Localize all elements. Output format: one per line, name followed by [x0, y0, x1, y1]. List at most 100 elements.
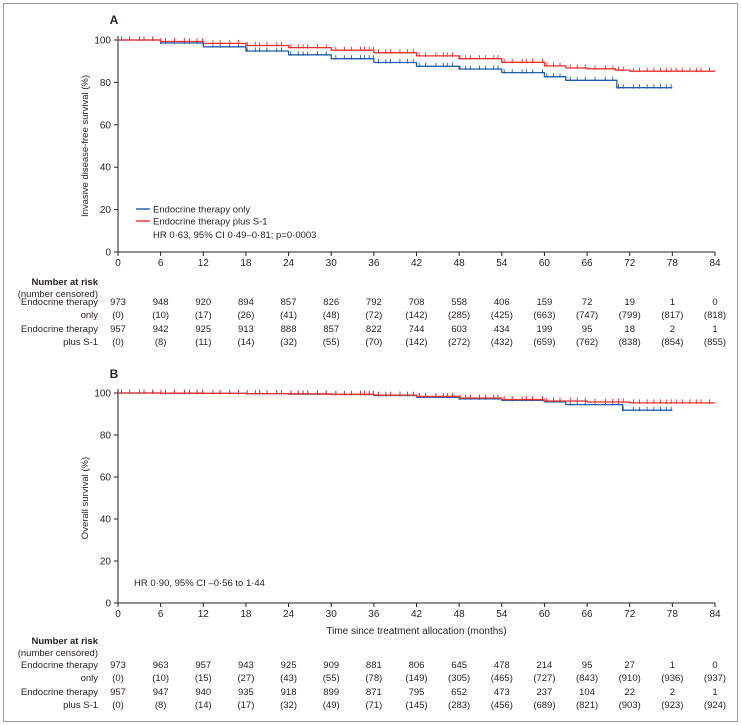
curve-endocrine-plus-s1	[118, 39, 715, 72]
censored-count: (27)	[237, 673, 254, 684]
legend-label: Endocrine therapy plus S-1	[153, 217, 268, 228]
censored-count: (937)	[704, 673, 726, 684]
censored-count: (818)	[704, 310, 726, 321]
risk-count: 826	[323, 297, 339, 308]
x-tick-label: 36	[368, 609, 380, 620]
risk-count: 406	[494, 297, 510, 308]
censored-count: (283)	[448, 700, 470, 711]
y-tick-label: 0	[105, 248, 111, 259]
risk-count: 744	[409, 324, 425, 335]
x-tick-label: 66	[582, 258, 594, 269]
curve-endocrine-plus-s1	[118, 392, 715, 404]
y-tick-label: 40	[100, 163, 112, 174]
x-tick-label: 36	[368, 258, 380, 269]
x-tick-label: 54	[496, 609, 508, 620]
risk-count: 72	[582, 297, 593, 308]
x-axis-label: Time since treatment allocation (months)	[326, 626, 506, 637]
x-tick-label: 6	[158, 609, 164, 620]
risk-count: 708	[409, 297, 425, 308]
risk-count: 899	[323, 687, 339, 698]
y-tick-label: 80	[100, 78, 112, 89]
risk-count: 909	[323, 660, 339, 671]
x-tick-label: 48	[454, 258, 466, 269]
x-tick-label: 30	[326, 609, 338, 620]
risk-count: 871	[366, 687, 382, 698]
x-tick-label: 18	[240, 609, 252, 620]
curve-endocrine-only	[118, 39, 673, 89]
risk-count: 913	[238, 324, 254, 335]
risk-count: 0	[712, 297, 717, 308]
x-tick-label: 60	[539, 609, 551, 620]
censored-count: (425)	[491, 310, 513, 321]
x-tick-label: 72	[624, 609, 636, 620]
x-tick-label: 24	[283, 609, 295, 620]
x-tick-label: 84	[709, 258, 721, 269]
y-tick-label: 40	[100, 515, 112, 526]
risk-count: 645	[451, 660, 467, 671]
censored-count: (799)	[619, 310, 641, 321]
censored-count: (465)	[491, 673, 513, 684]
risk-count: 973	[110, 297, 126, 308]
censored-count: (32)	[280, 700, 297, 711]
risk-count: 822	[366, 324, 382, 335]
x-tick-label: 54	[496, 258, 508, 269]
risk-count: 888	[281, 324, 297, 335]
y-tick-label: 80	[100, 431, 112, 442]
risk-count: 214	[536, 660, 552, 671]
risk-row-label: only	[81, 673, 99, 684]
x-tick-label: 12	[198, 609, 210, 620]
x-tick-label: 78	[667, 609, 679, 620]
risk-count: 478	[494, 660, 510, 671]
censored-count: (17)	[237, 700, 254, 711]
risk-count: 920	[195, 297, 211, 308]
risk-count: 1	[670, 660, 675, 671]
censored-count: (854)	[661, 337, 683, 348]
censored-count: (70)	[365, 337, 382, 348]
censored-count: (936)	[661, 673, 683, 684]
x-tick-label: 0	[115, 609, 121, 620]
censored-count: (923)	[661, 700, 683, 711]
censored-count: (14)	[195, 700, 212, 711]
risk-count: 947	[153, 687, 169, 698]
risk-row-label: Endocrine therapy	[21, 687, 98, 698]
panel-label: A	[110, 13, 119, 27]
y-tick-label: 60	[100, 120, 112, 131]
x-tick-label: 78	[667, 258, 679, 269]
x-tick-label: 30	[326, 258, 338, 269]
x-tick-label: 60	[539, 258, 551, 269]
x-tick-label: 0	[115, 258, 121, 269]
risk-table-header: Number at risk	[31, 277, 98, 288]
censored-count: (8)	[155, 337, 167, 348]
risk-count: 957	[110, 324, 126, 335]
y-tick-label: 20	[100, 205, 112, 216]
censored-count: (817)	[661, 310, 683, 321]
y-tick-label: 100	[94, 36, 111, 47]
censored-count: (145)	[405, 700, 427, 711]
censored-count: (924)	[704, 700, 726, 711]
censored-count: (41)	[280, 310, 297, 321]
censored-count: (32)	[280, 337, 297, 348]
censored-count: (456)	[491, 700, 513, 711]
censored-count: (142)	[405, 310, 427, 321]
censored-count: (49)	[323, 700, 340, 711]
risk-row-label: Endocrine therapy	[21, 324, 98, 335]
risk-count: 918	[281, 687, 297, 698]
panel-label: B	[110, 367, 119, 381]
risk-count: 948	[153, 297, 169, 308]
censored-count: (11)	[195, 337, 211, 348]
censored-count: (0)	[112, 310, 124, 321]
risk-count: 1	[712, 687, 717, 698]
risk-count: 199	[536, 324, 552, 335]
censored-count: (838)	[619, 337, 641, 348]
x-tick-label: 24	[283, 258, 295, 269]
risk-count: 558	[451, 297, 467, 308]
risk-row-label: plus S-1	[63, 337, 98, 348]
risk-count: 22	[624, 687, 635, 698]
censored-count: (689)	[533, 700, 555, 711]
risk-count: 973	[110, 660, 126, 671]
risk-count: 2	[670, 687, 675, 698]
censored-count: (843)	[576, 673, 598, 684]
risk-count: 942	[153, 324, 169, 335]
